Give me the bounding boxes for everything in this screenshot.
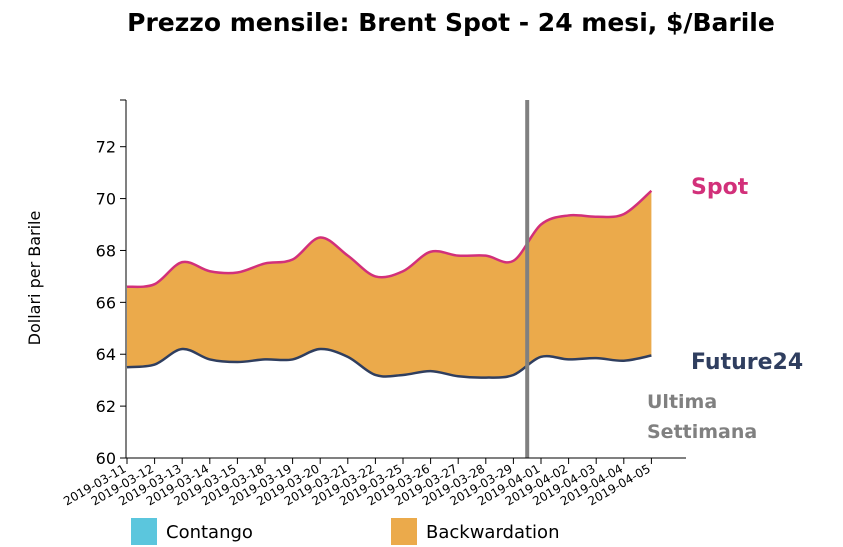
series-label-spot: Spot [691,175,749,200]
legend-swatch [131,518,157,545]
annotation-settimana: Settimana [647,421,757,443]
plot-area [126,100,653,458]
legend-label: Contango [166,522,253,543]
y-tick-label: 66 [96,293,116,312]
y-axis-label-group: Dollari per Barile [25,211,44,346]
backwardation-area [127,190,652,378]
spot-line [126,189,653,289]
y-tick-label: 72 [96,138,116,157]
legend-swatch [391,518,417,545]
series-label-future24: Future24 [691,350,803,375]
y-tick-label: 64 [96,345,116,364]
y-tick-label: 60 [96,449,116,468]
y-tick-label: 68 [96,241,116,260]
y-axis-label: Dollari per Barile [25,211,44,346]
future24-line [126,347,652,379]
y-tick-label: 70 [96,190,116,209]
series-labels: Spot Future24 Ultima Settimana [647,175,803,443]
legend-label: Backwardation [426,522,559,543]
legend: Contango Backwardation [131,518,559,545]
annotation-ultima: Ultima [647,391,717,413]
y-tick-label: 62 [96,397,116,416]
chart-title: Prezzo mensile: Brent Spot - 24 mesi, $/… [127,8,775,37]
